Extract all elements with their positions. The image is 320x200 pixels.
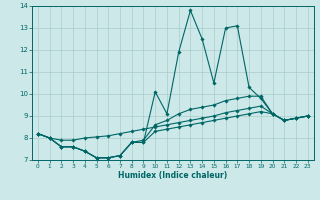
X-axis label: Humidex (Indice chaleur): Humidex (Indice chaleur) (118, 171, 228, 180)
